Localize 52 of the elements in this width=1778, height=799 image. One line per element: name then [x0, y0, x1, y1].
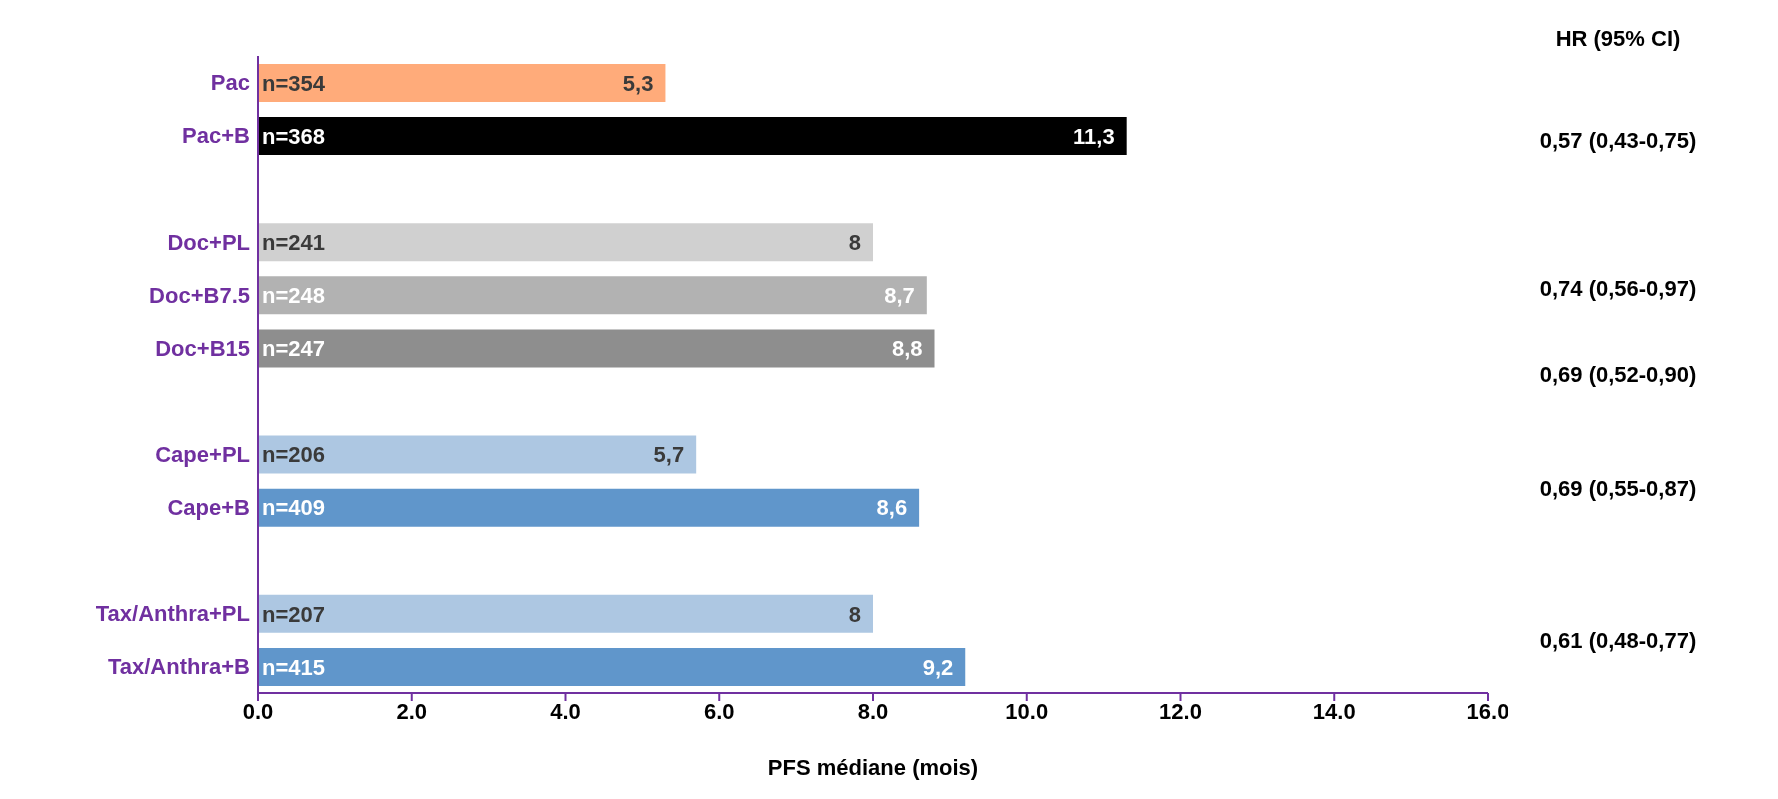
y-tick-label: Tax/Anthra+PL — [95, 601, 250, 627]
bar — [258, 647, 966, 686]
bar — [258, 223, 873, 262]
data-label: 9,2 — [922, 654, 954, 680]
x-tick-label: 6.0 — [703, 698, 735, 724]
x-tick-label: 8.0 — [857, 698, 889, 724]
x-tick-label: 4.0 — [550, 698, 581, 724]
x-tick-label: 16.0 — [1466, 698, 1510, 724]
x-tick-label: 12.0 — [1159, 698, 1202, 724]
annotation: n=409 — [262, 495, 325, 521]
annotation: n=415 — [262, 654, 325, 680]
bar — [258, 64, 666, 102]
data-label: 8 — [848, 229, 861, 255]
x-tick-label: 2.0 — [396, 698, 428, 724]
data-label: 8,7 — [884, 283, 915, 309]
data-label: 5,3 — [622, 70, 654, 96]
annotation: n=354 — [262, 70, 326, 96]
text: HR (95% CI) — [1554, 26, 1682, 52]
bar — [258, 435, 697, 474]
y-tick-label: Doc+B15 — [155, 335, 250, 361]
text: 0,61 (0,48-0,77) — [1538, 628, 1698, 654]
bar — [258, 329, 935, 368]
bar — [258, 117, 1127, 156]
data-label: 11,3 — [1073, 123, 1115, 149]
y-tick-label: Cape+B — [167, 495, 250, 521]
x-tick-label: 14.0 — [1312, 698, 1356, 724]
annotation: n=248 — [262, 283, 325, 309]
y-tick-label: Doc+B7.5 — [149, 282, 250, 308]
y-tick-label: Cape+PL — [155, 441, 250, 467]
annotation: n=206 — [262, 442, 325, 468]
text: 0,57 (0,43-0,75) — [1538, 128, 1698, 154]
data-label: 5,7 — [653, 442, 685, 468]
y-tick-label: Tax/Anthra+B — [107, 654, 250, 680]
data-label: 8 — [848, 601, 861, 627]
x-tick-label: 0.0 — [242, 698, 274, 724]
x-tick-label: 10.0 — [1005, 698, 1049, 724]
annotation: n=368 — [262, 123, 325, 149]
bar — [258, 276, 927, 315]
bar — [258, 488, 920, 527]
annotation: n=247 — [262, 336, 325, 362]
text: 0,69 (0,55-0,87) — [1538, 476, 1698, 502]
y-tick-label: Doc+PL — [167, 229, 250, 255]
y-tick-label: Pac+B — [182, 123, 250, 149]
text: 0,74 (0,56-0,97) — [1538, 276, 1698, 302]
data-label: 8,8 — [891, 336, 923, 362]
data-label: 8,6 — [876, 495, 908, 521]
x-axis-title: PFS médiane (mois) — [767, 755, 979, 780]
text: 0,69 (0,52-0,90) — [1538, 362, 1698, 388]
annotation: n=207 — [262, 601, 325, 627]
bar — [258, 594, 873, 633]
y-tick-label: Pac — [210, 70, 250, 96]
annotation: n=241 — [262, 229, 325, 255]
